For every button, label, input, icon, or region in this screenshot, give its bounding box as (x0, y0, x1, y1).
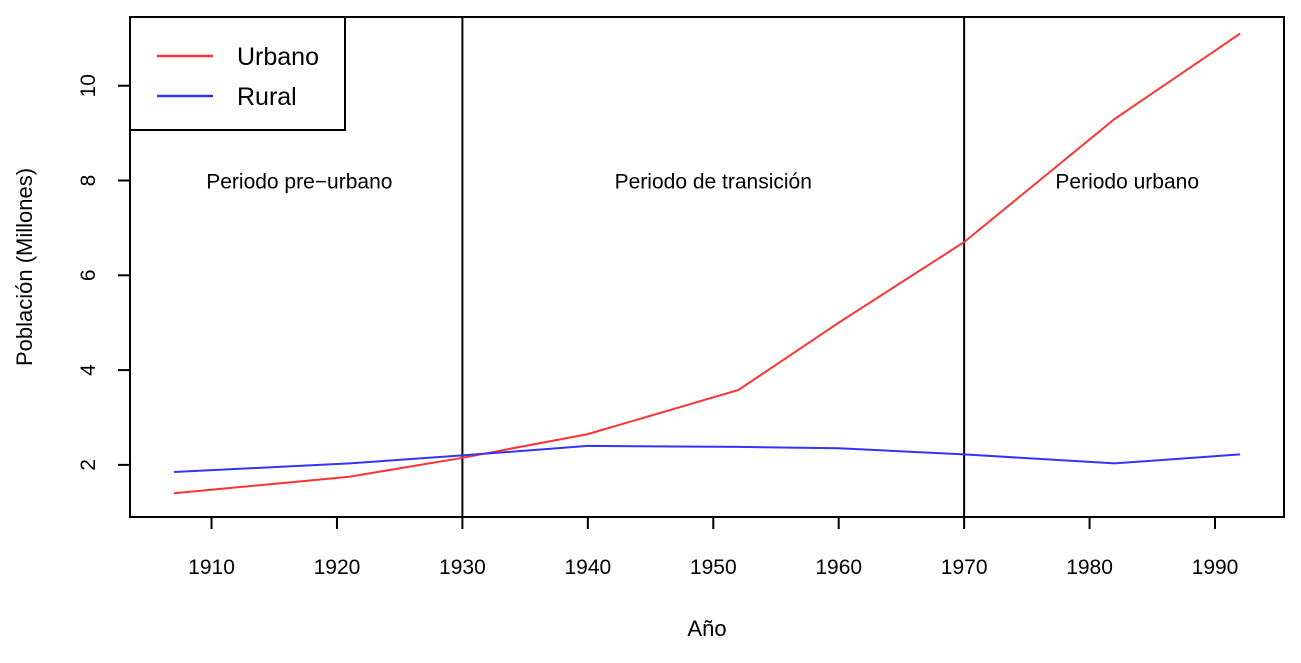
x-tick-label: 1920 (314, 556, 361, 579)
legend-label: Rural (237, 83, 297, 111)
x-tick-label: 1940 (564, 556, 611, 579)
x-axis: 1910 1920 1930 1940 1950 1960 1970 1980 1990 (188, 516, 1239, 579)
y-tick-label: 2 (77, 459, 100, 471)
vertical-lines (461, 17, 966, 517)
period-annotation: Periodo pre−urbano (206, 171, 392, 194)
period-annotation: Periodo de transición (615, 171, 812, 194)
x-tick-label: 1990 (1192, 556, 1239, 579)
y-tick-label: 6 (77, 269, 100, 281)
x-tick-label: 1950 (690, 556, 737, 579)
legend-box (129, 16, 346, 131)
y-tick-label: 8 (77, 175, 100, 187)
x-tick-label: 1960 (815, 556, 862, 579)
x-tick-label: 1930 (439, 556, 486, 579)
period-annotation: Periodo urbano (1055, 171, 1199, 194)
y-axis: 2 4 6 8 10 (77, 74, 131, 471)
x-tick-label: 1970 (941, 556, 988, 579)
legend-label: Urbano (237, 43, 319, 71)
legend: Urbano Rural (129, 16, 346, 131)
series-line-urbano (173, 32, 1241, 495)
x-tick-label: 1910 (188, 556, 235, 579)
x-axis-label: Año (687, 616, 726, 641)
y-axis-label: Población (Millones) (12, 168, 37, 366)
series-line-rural (173, 444, 1241, 473)
y-tick-label: 4 (77, 364, 100, 376)
annotations: Periodo pre−urbano Periodo de transición P… (206, 171, 1199, 194)
y-tick-label: 10 (77, 74, 100, 97)
series-lines (173, 32, 1241, 495)
x-tick-label: 1980 (1066, 556, 1113, 579)
